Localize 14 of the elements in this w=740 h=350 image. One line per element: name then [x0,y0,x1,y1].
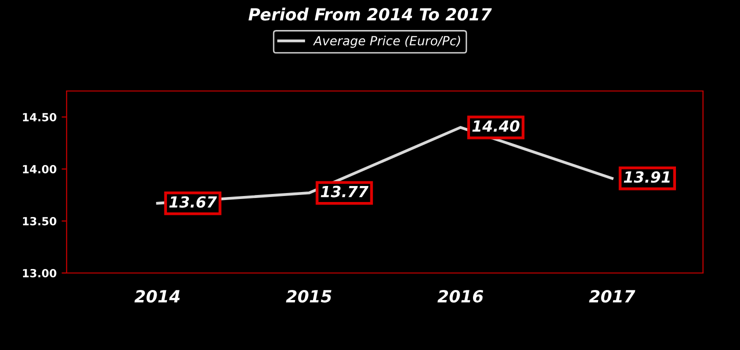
data-label: 13.77 [320,186,368,198]
data-label: 13.67 [169,196,217,208]
data-label: 14.40 [472,120,520,132]
y-tick-label: 13.00 [22,268,56,278]
data-label: 13.91 [624,171,670,183]
x-tick-label: 2017 [589,290,636,303]
x-tick-label: 2014 [134,290,180,303]
y-tick-label: 14.00 [22,164,56,174]
x-tick-label: 2015 [286,290,332,303]
y-tick-label: 14.50 [22,112,56,122]
legend-label: Average Price (Euro/Pc) [312,36,460,48]
y-tick-label: 13.50 [22,216,56,226]
x-tick-label: 2016 [438,290,484,303]
chart-title: Period From 2014 To 2017 [248,8,492,21]
